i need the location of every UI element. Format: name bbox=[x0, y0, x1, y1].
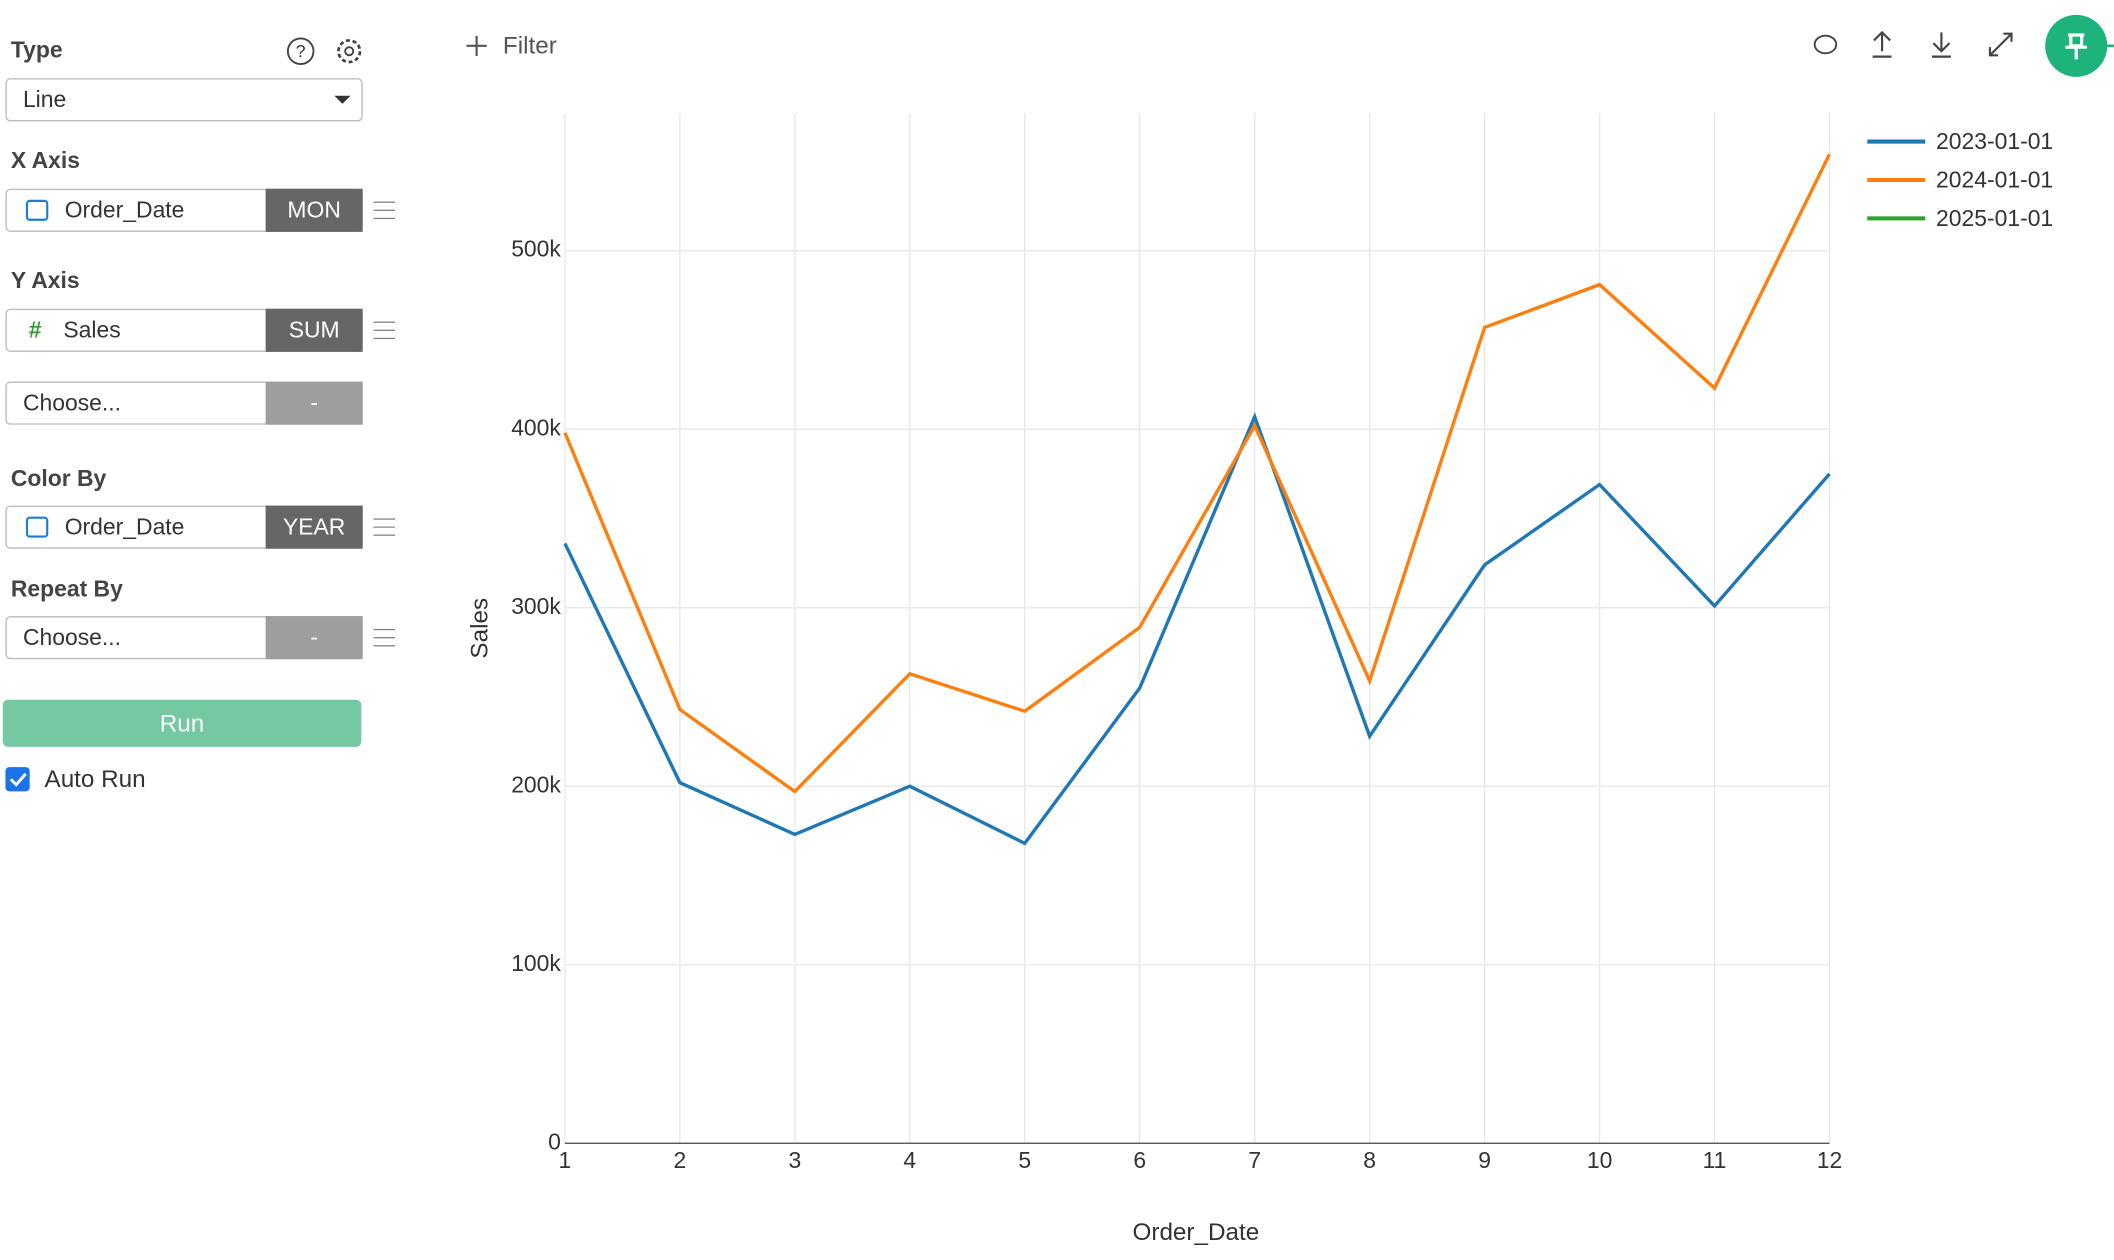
pin-icon bbox=[2065, 33, 2088, 60]
agg-button[interactable] bbox=[265, 308, 363, 352]
agg-button[interactable] bbox=[265, 188, 363, 232]
field-name: Choose... bbox=[23, 389, 121, 415]
help-icon[interactable] bbox=[286, 37, 315, 65]
field-name: Sales bbox=[63, 317, 120, 343]
plot: 1 2 3 4 5 6 7 8 9 10 11 120100k200k300k400k500k2023… bbox=[511, 113, 2053, 1173]
settings-core bbox=[344, 46, 355, 57]
menu-icon[interactable] bbox=[373, 628, 396, 647]
calendar-icon bbox=[25, 516, 49, 538]
agg-label: MON bbox=[287, 197, 340, 223]
x-axis-title: Order_Date bbox=[1133, 1219, 1260, 1246]
y-tick-label: 300k bbox=[511, 593, 561, 619]
label: Type bbox=[11, 36, 63, 62]
select-value: Line bbox=[23, 86, 66, 112]
y-tick-label: 500k bbox=[511, 236, 561, 262]
field-name: Order_Date bbox=[65, 514, 185, 540]
number-icon: # bbox=[29, 317, 42, 343]
x-tick-label: 9 bbox=[1478, 1147, 1491, 1173]
x-tick-label: 12 bbox=[1817, 1147, 1842, 1173]
field-name: Order_Date bbox=[65, 197, 185, 223]
series-line bbox=[563, 153, 1832, 794]
dropdown-arrow bbox=[334, 95, 351, 104]
agg-label: - bbox=[310, 389, 318, 415]
type-select[interactable] bbox=[5, 78, 363, 122]
run-label: Run bbox=[160, 711, 204, 738]
settings-icon[interactable] bbox=[337, 39, 362, 64]
legend-label: 2023-01-01 bbox=[1936, 128, 2053, 154]
agg-label: YEAR bbox=[283, 514, 345, 540]
upload-icon[interactable] bbox=[1872, 30, 1892, 58]
comment-icon[interactable] bbox=[1813, 34, 1838, 55]
x-tick-label: 11 bbox=[1703, 1147, 1727, 1173]
label: Y Axis bbox=[11, 267, 80, 293]
series-line bbox=[563, 412, 1831, 846]
x-tick-label: 4 bbox=[903, 1147, 916, 1173]
label: Repeat By bbox=[11, 576, 123, 602]
checkbox[interactable] bbox=[5, 767, 30, 792]
legend-label: 2025-01-01 bbox=[1936, 205, 2053, 231]
calendar-icon bbox=[25, 199, 49, 221]
help-glyph: ? bbox=[296, 41, 306, 61]
legend-label: 2024-01-01 bbox=[1936, 166, 2053, 192]
agg-label: - bbox=[310, 624, 318, 650]
label: X Axis bbox=[11, 147, 80, 173]
x-tick-label: 3 bbox=[788, 1147, 801, 1173]
label: Color By bbox=[11, 465, 107, 491]
field-name: Choose... bbox=[23, 624, 121, 650]
x-tick-label: 7 bbox=[1248, 1147, 1261, 1173]
x-tick-label: 8 bbox=[1363, 1147, 1376, 1173]
agg-button[interactable] bbox=[265, 505, 363, 549]
y-axis-title: Sales bbox=[467, 598, 494, 659]
checkbox-label: Auto Run bbox=[45, 766, 146, 793]
checkmark bbox=[9, 772, 27, 787]
download-icon[interactable] bbox=[1931, 32, 1951, 58]
menu-icon[interactable] bbox=[373, 321, 396, 340]
agg-button[interactable] bbox=[265, 381, 363, 425]
y-tick-label: 400k bbox=[511, 414, 561, 440]
x-tick-label: 1 bbox=[559, 1147, 572, 1173]
plus-icon bbox=[466, 35, 487, 56]
expand-icon[interactable] bbox=[1988, 32, 2013, 57]
x-tick-label: 10 bbox=[1587, 1147, 1612, 1173]
run-button[interactable] bbox=[2, 699, 362, 747]
y-tick-label: 0 bbox=[548, 1128, 561, 1154]
menu-icon[interactable] bbox=[373, 518, 396, 536]
y-tick-label: 200k bbox=[511, 771, 561, 797]
agg-button[interactable] bbox=[265, 616, 363, 660]
x-tick-label: 5 bbox=[1018, 1147, 1031, 1173]
menu-icon[interactable] bbox=[373, 201, 396, 220]
y-tick-label: 100k bbox=[511, 950, 561, 976]
x-tick-label: 2 bbox=[674, 1147, 687, 1173]
filter-button[interactable]: Filter bbox=[503, 33, 557, 60]
agg-label: SUM bbox=[289, 317, 340, 343]
x-tick-label: 6 bbox=[1133, 1147, 1146, 1173]
